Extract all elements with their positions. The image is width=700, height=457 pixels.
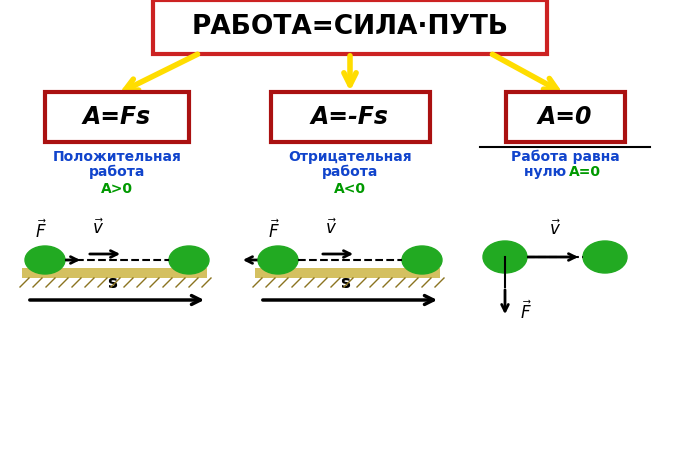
Text: $\vec{F}$: $\vec{F}$ bbox=[35, 219, 47, 242]
Text: РАБОТА=СИЛА·ПУТЬ: РАБОТА=СИЛА·ПУТЬ bbox=[192, 14, 508, 40]
Text: $\vec{F}$: $\vec{F}$ bbox=[268, 219, 280, 242]
Ellipse shape bbox=[483, 241, 527, 273]
Bar bbox=[22, 268, 207, 278]
Ellipse shape bbox=[583, 241, 627, 273]
Text: A>0: A>0 bbox=[101, 182, 133, 196]
Ellipse shape bbox=[258, 246, 298, 274]
Text: $\vec{F}$: $\vec{F}$ bbox=[520, 301, 532, 323]
Text: работа: работа bbox=[322, 165, 378, 179]
Text: A=0: A=0 bbox=[569, 165, 601, 179]
Text: Отрицательная: Отрицательная bbox=[288, 150, 412, 164]
Text: s: s bbox=[340, 274, 350, 292]
Text: $\vec{v}$: $\vec{v}$ bbox=[92, 218, 104, 238]
Bar bbox=[255, 268, 440, 278]
Ellipse shape bbox=[25, 246, 65, 274]
Text: Работа равна: Работа равна bbox=[510, 150, 620, 164]
Text: нулю: нулю bbox=[524, 165, 570, 179]
Text: A=-Fs: A=-Fs bbox=[311, 105, 389, 129]
Text: Положительная: Положительная bbox=[52, 150, 181, 164]
Text: A=0: A=0 bbox=[538, 105, 592, 129]
FancyBboxPatch shape bbox=[45, 92, 189, 142]
Text: A=Fs: A=Fs bbox=[83, 105, 151, 129]
Ellipse shape bbox=[169, 246, 209, 274]
Text: s: s bbox=[107, 274, 117, 292]
Text: $\vec{v}$: $\vec{v}$ bbox=[549, 219, 561, 239]
FancyBboxPatch shape bbox=[270, 92, 430, 142]
Ellipse shape bbox=[402, 246, 442, 274]
Text: работа: работа bbox=[89, 165, 145, 179]
FancyBboxPatch shape bbox=[153, 0, 547, 54]
Text: A<0: A<0 bbox=[334, 182, 366, 196]
Text: $\vec{v}$: $\vec{v}$ bbox=[325, 218, 337, 238]
FancyBboxPatch shape bbox=[505, 92, 624, 142]
